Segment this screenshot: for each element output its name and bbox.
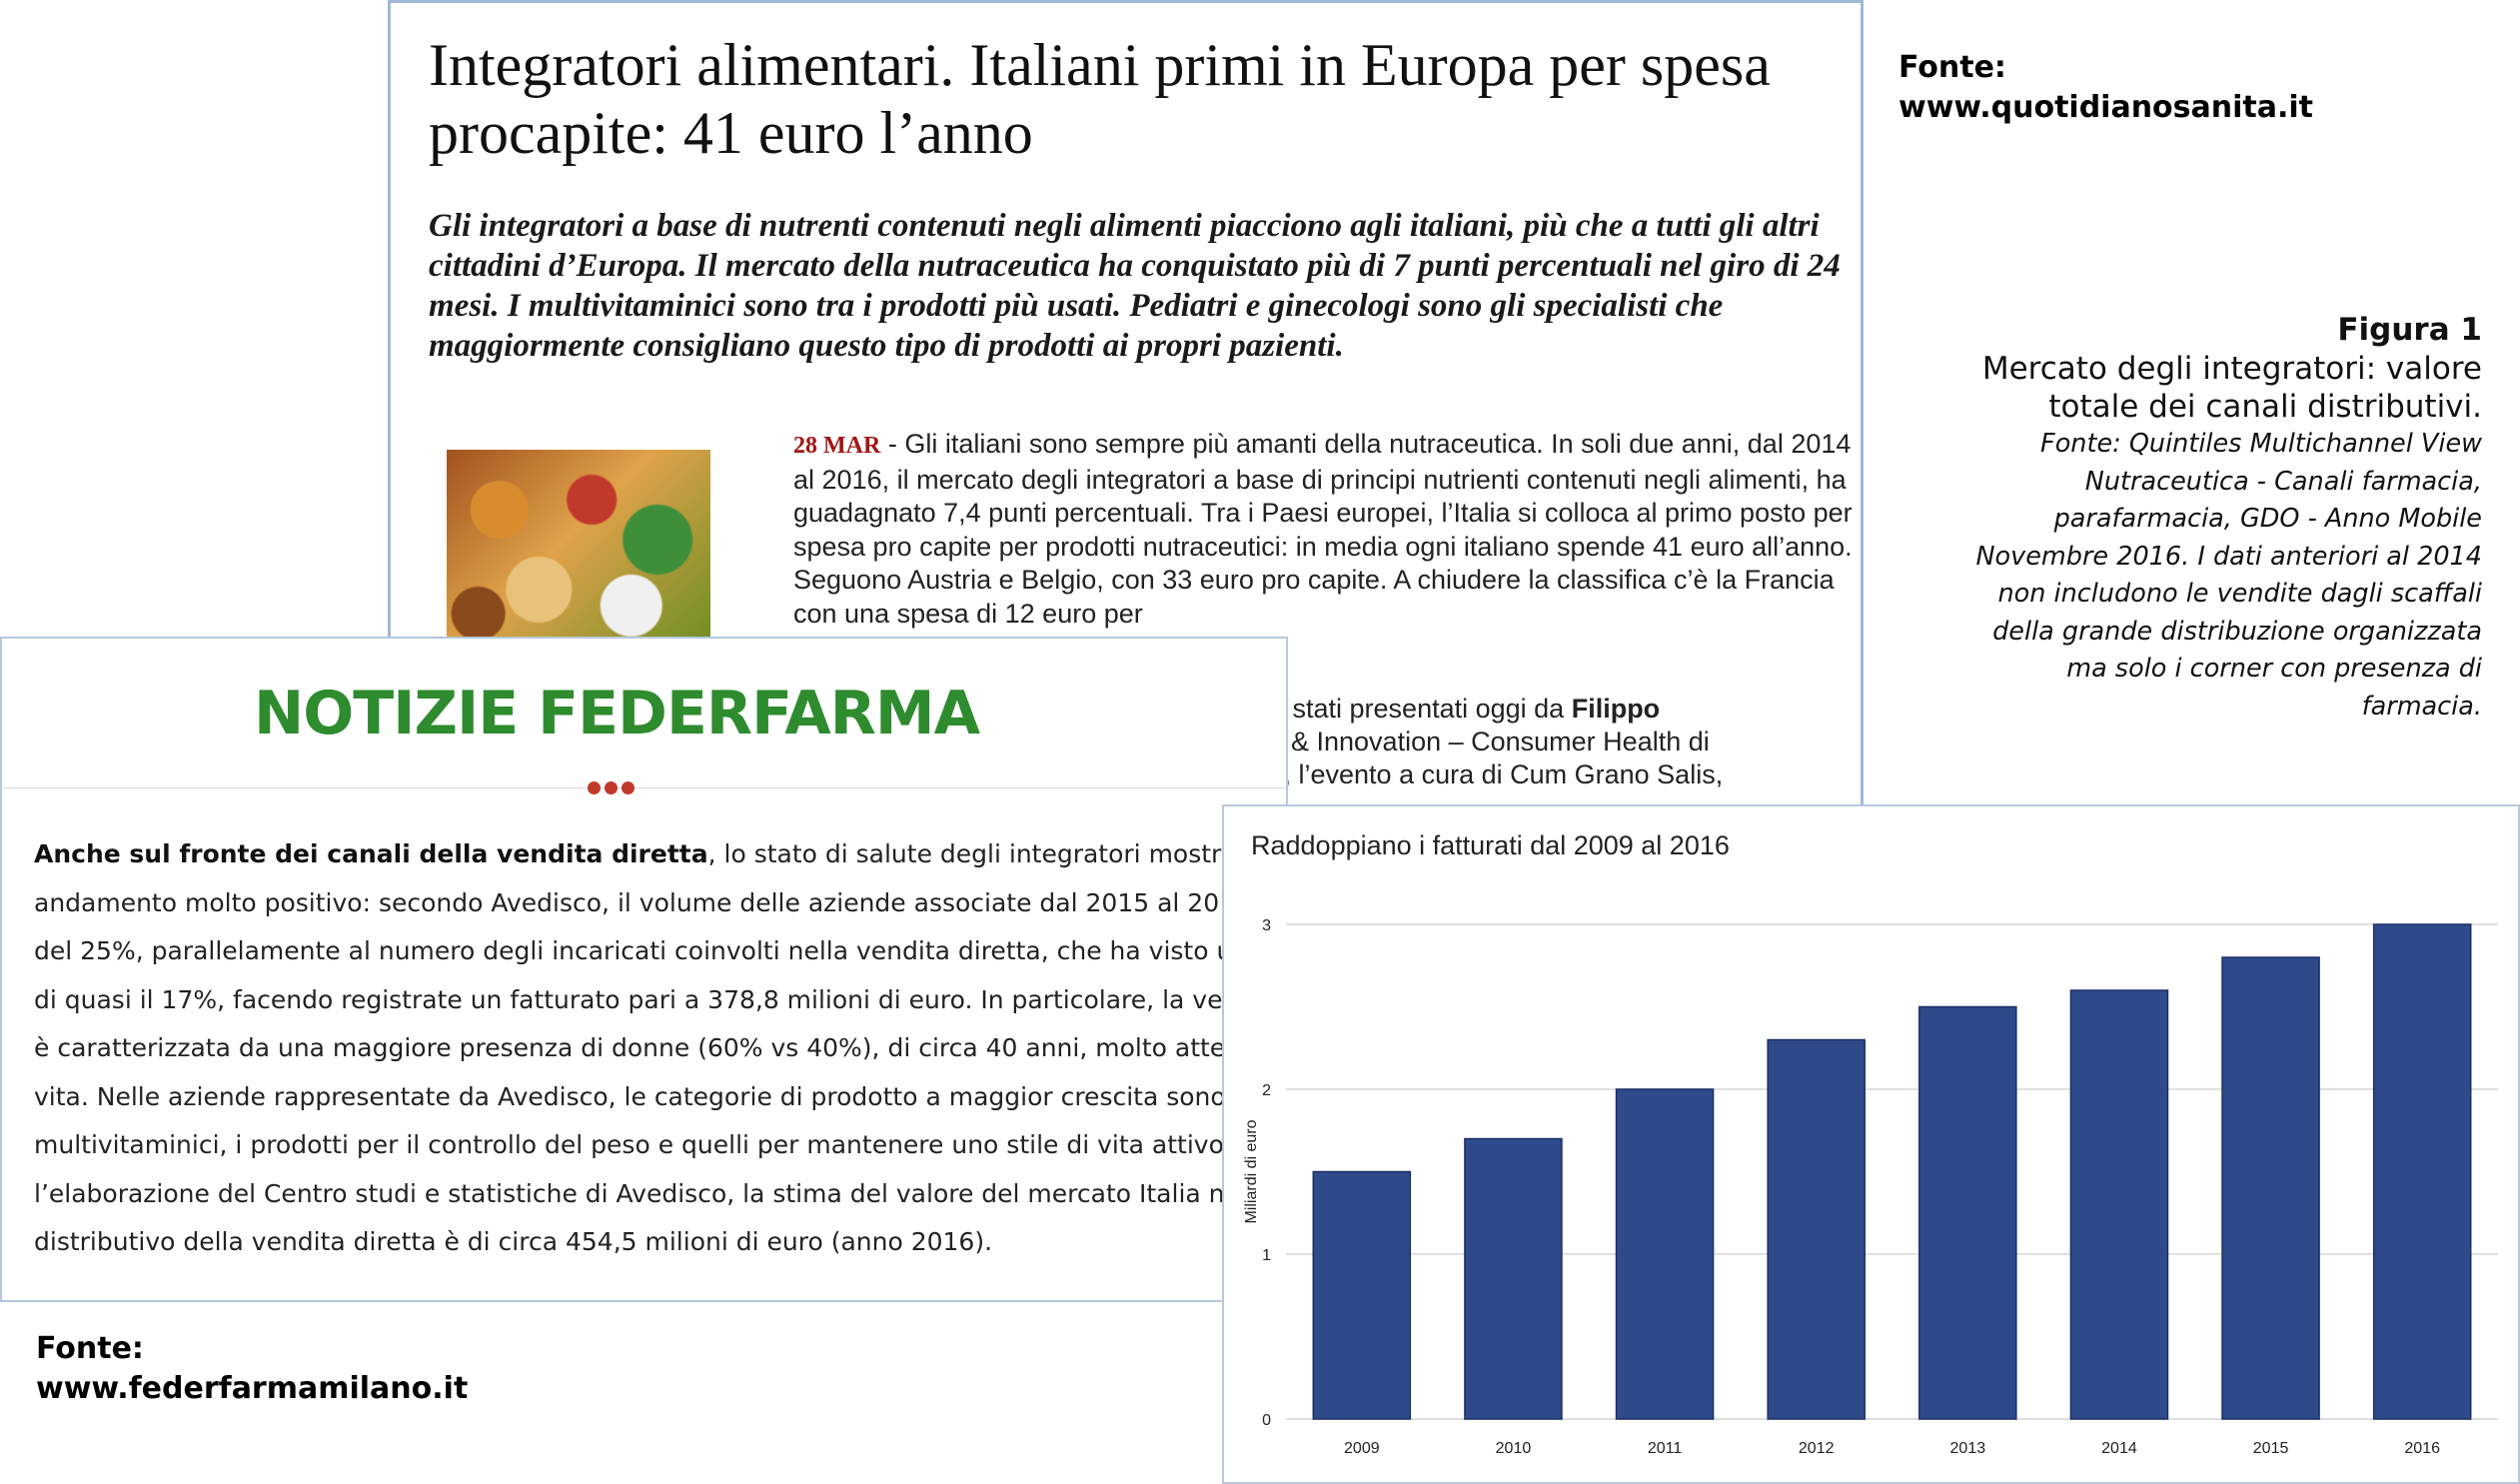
divider [2, 787, 1286, 788]
figure-label: Figura 1 [2337, 312, 2482, 348]
federfarma-text-line: andamento molto positivo: secondo Avedis… [34, 879, 1286, 928]
federfarma-text-span: distributivo della vendita diretta è di … [34, 1227, 993, 1256]
article-date: 28 MAR [793, 433, 881, 459]
x-tick-label: 2009 [1344, 1440, 1380, 1457]
federfarma-text-span: multivitaminici, i prodotti per il contr… [34, 1130, 1288, 1159]
federfarma-text-line: del 25%, parallelamente al numero degli … [34, 927, 1286, 976]
article-title: Integratori alimentari. Italiani primi i… [429, 32, 1771, 166]
federfarma-text: Anche sul fronte dei canali della vendit… [34, 830, 1286, 1267]
article-body-line: y & Innovation – Consumer Health di [1270, 727, 1710, 756]
x-tick-label: 2011 [1648, 1440, 1683, 1457]
source-url: www.federfarmamilano.it [36, 1371, 469, 1406]
y-tick-label: 0 [1262, 1412, 1271, 1429]
article-body-continued: o stati presentati oggi da Filippo y & I… [1270, 693, 1860, 791]
federfarma-text-line: l’elaborazione del Centro studi e statis… [34, 1170, 1286, 1219]
federfarma-text-span: del 25%, parallelamente al numero degli … [34, 936, 1288, 965]
x-tick-label: 2014 [2101, 1440, 2137, 1457]
chart-title: Raddoppiano i fatturati dal 2009 al 2016 [1251, 830, 1730, 860]
bar-2012 [1767, 1038, 1866, 1420]
bar-2011 [1615, 1088, 1715, 1420]
bar-2016 [2372, 923, 2472, 1420]
bar-chart: Raddoppiano i fatturati dal 2009 al 2016… [1243, 830, 2498, 1457]
federfarma-text-line: distributivo della vendita diretta è di … [34, 1218, 1283, 1267]
source-label: Fonte: [1898, 50, 2006, 85]
x-tick-label: 2015 [2253, 1440, 2289, 1457]
figure-title: Mercato degli integratori: valore totale… [1981, 351, 2482, 425]
federfarma-card: NOTIZIE FEDERFARMA Anche sul fronte dei … [0, 637, 1288, 1302]
federfarma-text-line: Anche sul fronte dei canali della vendit… [34, 830, 1283, 879]
article-body: 28 MAR - Gli italiani sono sempre più am… [793, 428, 1853, 631]
article-body-line: s, l’evento a cura di Cum Grano Salis, [1270, 759, 1724, 789]
article-body-text: - Gli italiani sono sempre più amanti de… [793, 429, 1853, 629]
article-card: Integratori alimentari. Italiani primi i… [388, 0, 1864, 829]
federfarma-heading: NOTIZIE FEDERFARMA [253, 679, 980, 748]
federfarma-text-span: vita. Nelle aziende rappresentate da Ave… [34, 1081, 1241, 1111]
y-axis-label: Miliardi di euro [1243, 1119, 1260, 1223]
article-lead: Gli integratori a base di nutrenti conte… [429, 208, 1841, 364]
source-url: www.quotidianosanita.it [1898, 90, 2314, 125]
federfarma-text-line: di quasi il 17%, facendo registrate un f… [34, 976, 1286, 1025]
bar-2015 [2221, 956, 2320, 1420]
federfarma-text-line: è caratterizzata da una maggiore presenz… [34, 1024, 1286, 1073]
x-tick-label: 2012 [1799, 1440, 1835, 1457]
source-label: Fonte: [36, 1331, 144, 1366]
figure-caption: Figura 1 Mercato degli integratori: valo… [1962, 310, 2482, 726]
federfarma-text-span: di quasi il 17%, facendo registrate un f… [34, 984, 1288, 1014]
article-body-bold-name: Filippo [1571, 694, 1661, 724]
federfarma-text-span: è caratterizzata da una maggiore presenz… [34, 1033, 1288, 1062]
y-tick-label: 3 [1262, 917, 1271, 934]
bar-2013 [1918, 1005, 2017, 1420]
x-tick-label: 2016 [2404, 1440, 2440, 1457]
federfarma-text-span: andamento molto positivo: secondo Avedis… [34, 887, 1288, 917]
dots-ornament-icon [588, 781, 638, 799]
bar-2010 [1464, 1137, 1563, 1420]
federfarma-text-line: vita. Nelle aziende rappresentate da Ave… [34, 1073, 1283, 1122]
federfarma-text-bold: Anche sul fronte dei canali della vendit… [34, 839, 708, 868]
federfarma-text-span: l’elaborazione del Centro studi e statis… [34, 1178, 1288, 1208]
figure-source: Fonte: Quintiles Multichannel View Nutra… [1975, 429, 2482, 722]
bar-2009 [1312, 1170, 1412, 1420]
federfarma-text-line: multivitaminici, i prodotti per il contr… [34, 1121, 1286, 1170]
source-federfarmamilano: Fonte: www.federfarmamilano.it [36, 1329, 468, 1409]
x-tick-label: 2013 [1950, 1440, 1986, 1457]
chart-card: Raddoppiano i fatturati dal 2009 al 2016… [1222, 804, 2520, 1484]
article-body-line: o stati presentati oggi da [1270, 694, 1572, 724]
y-tick-label: 1 [1262, 1247, 1271, 1264]
y-tick-label: 2 [1262, 1082, 1271, 1099]
bar-2014 [2069, 989, 2169, 1420]
x-tick-label: 2010 [1496, 1440, 1532, 1457]
source-quotidianosanita: Fonte: www.quotidianosanita.it [1898, 48, 2313, 128]
federfarma-text-span: , lo stato di salute degli integratori m… [707, 839, 1277, 868]
food-photo [447, 450, 710, 650]
